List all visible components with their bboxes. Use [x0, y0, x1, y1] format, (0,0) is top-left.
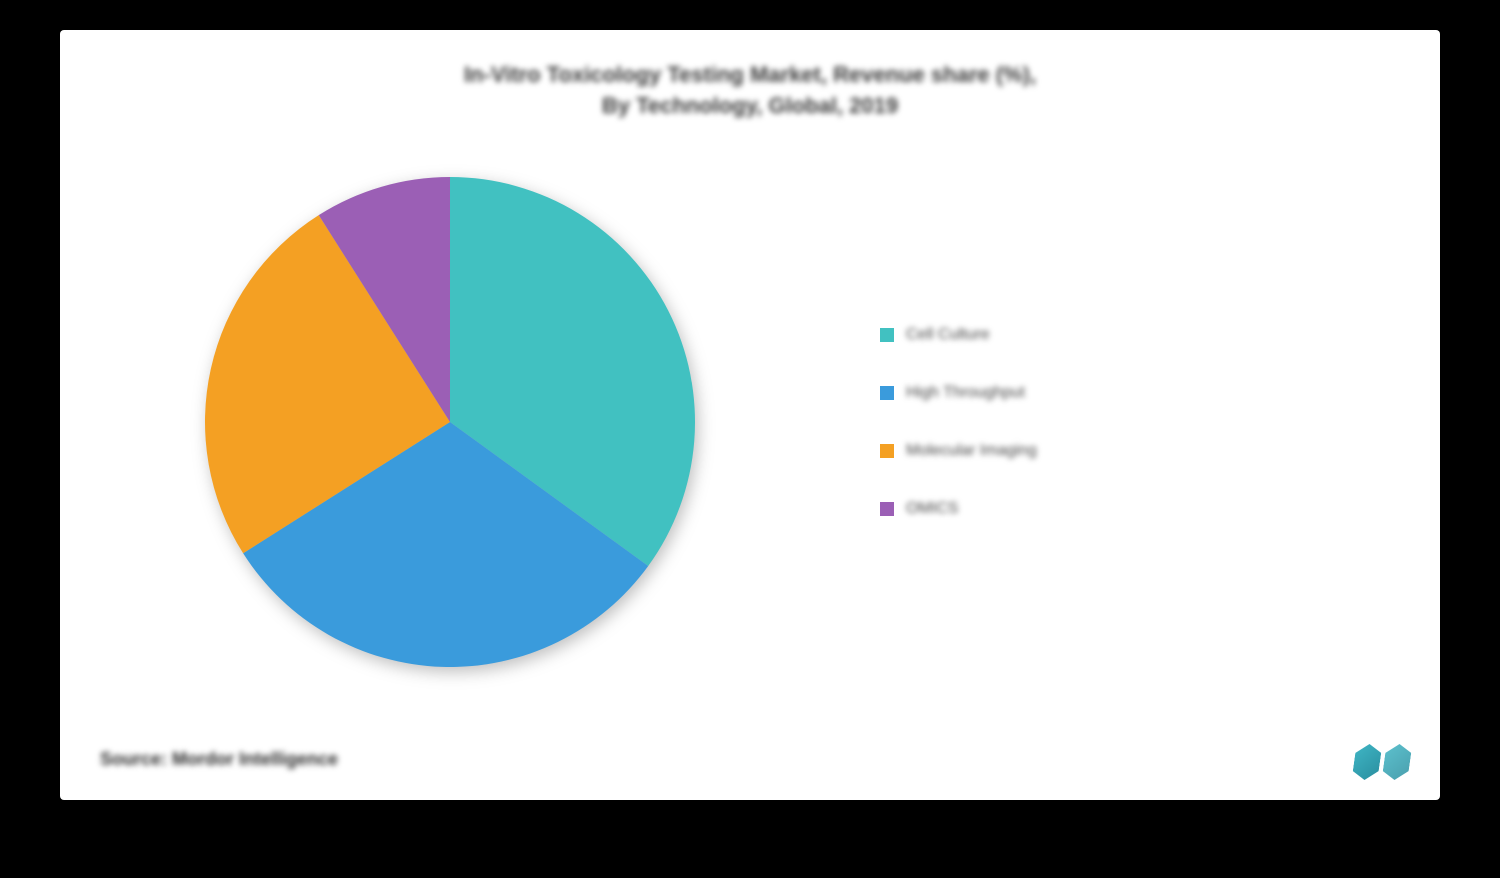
pie-chart	[170, 142, 730, 702]
legend-swatch-1	[880, 386, 894, 400]
logo-shape-1	[1351, 744, 1382, 780]
legend-label-3: OMICS	[906, 500, 958, 518]
chart-title: In-Vitro Toxicology Testing Market, Reve…	[100, 60, 1400, 122]
pie-wrapper	[100, 142, 800, 702]
legend-label-2: Molecular Imaging	[906, 442, 1037, 460]
legend-item-1: High Throughput	[880, 384, 1400, 402]
legend-swatch-0	[880, 328, 894, 342]
brand-logo	[1354, 744, 1410, 780]
legend-item-0: Cell Culture	[880, 326, 1400, 344]
pie-slices	[205, 177, 695, 667]
legend-label-0: Cell Culture	[906, 326, 990, 344]
legend-swatch-2	[880, 444, 894, 458]
legend: Cell Culture High Throughput Molecular Ima…	[800, 326, 1400, 518]
title-line-1: In-Vitro Toxicology Testing Market, Reve…	[464, 62, 1036, 87]
legend-label-1: High Throughput	[906, 384, 1025, 402]
logo-shape-2	[1381, 744, 1412, 780]
title-line-2: By Technology, Global, 2019	[602, 93, 898, 118]
legend-item-2: Molecular Imaging	[880, 442, 1400, 460]
legend-item-3: OMICS	[880, 500, 1400, 518]
chart-panel: In-Vitro Toxicology Testing Market, Reve…	[60, 30, 1440, 800]
source-attribution: Source: Mordor Intelligence	[100, 749, 338, 770]
chart-body: Cell Culture High Throughput Molecular Ima…	[100, 142, 1400, 702]
legend-swatch-3	[880, 502, 894, 516]
